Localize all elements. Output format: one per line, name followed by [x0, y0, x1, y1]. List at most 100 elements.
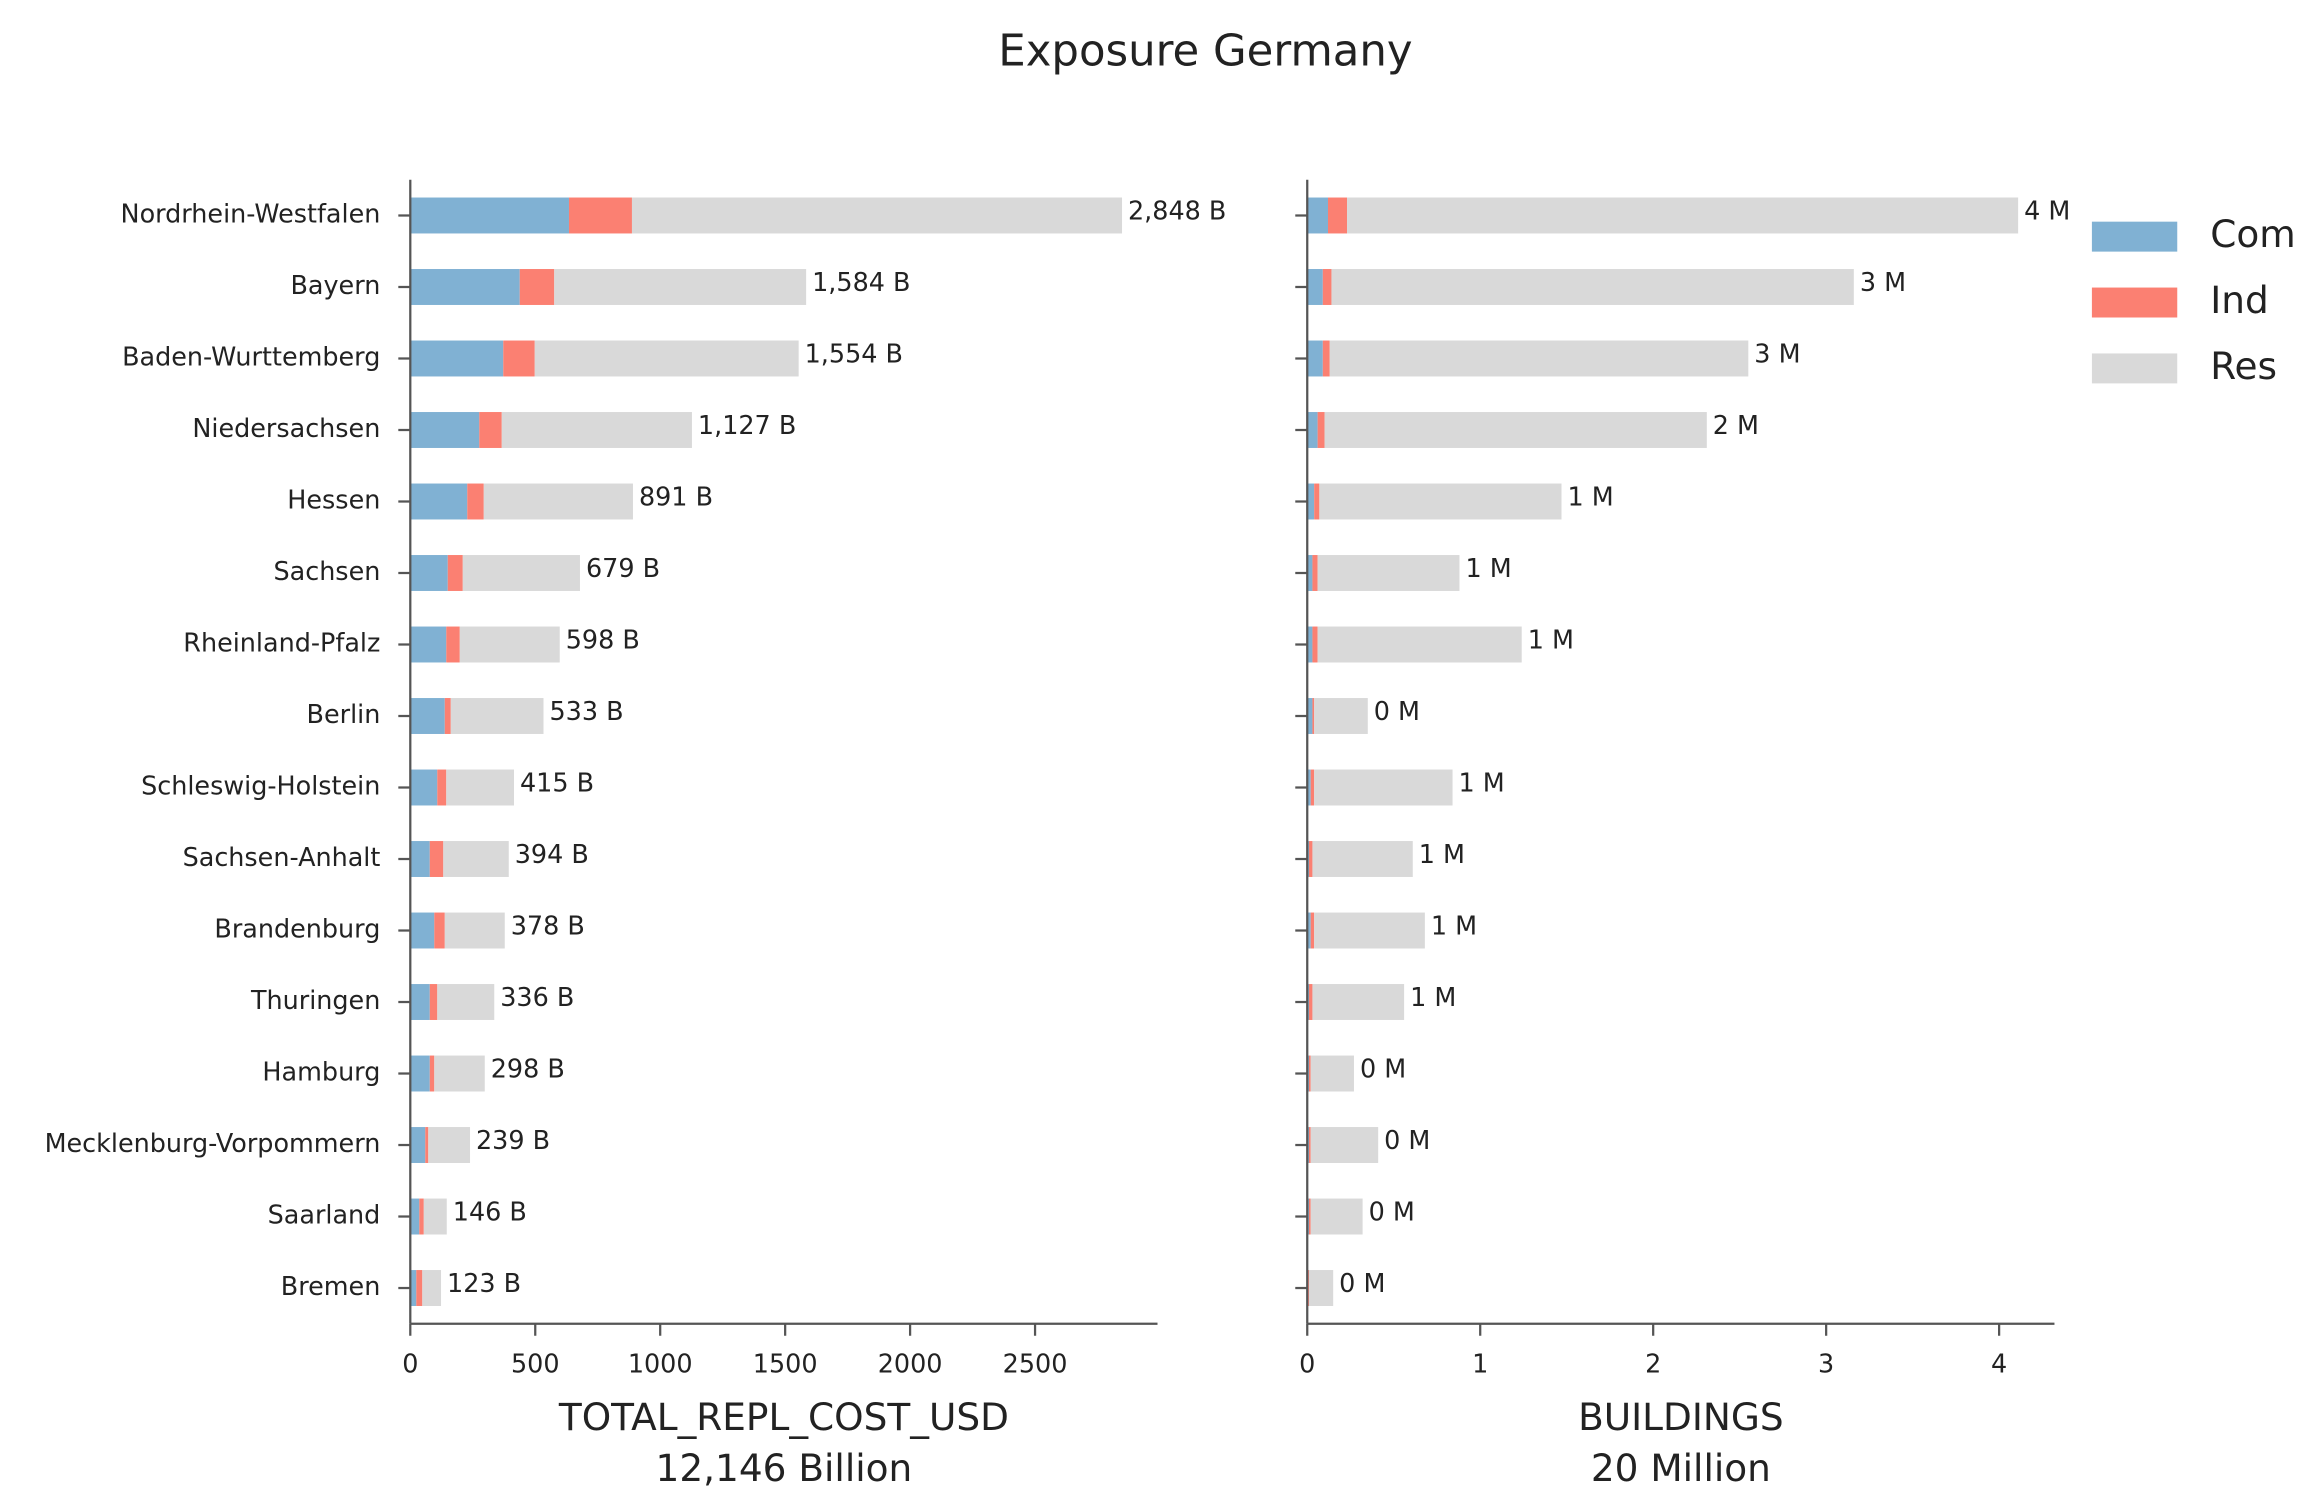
- bar-segment: [1307, 269, 1323, 305]
- bar-segment: [554, 269, 807, 305]
- bar-segment: [429, 1055, 435, 1092]
- bar-segment: [462, 555, 580, 591]
- bar-segment: [1310, 912, 1315, 949]
- y-tick-label: Bremen: [281, 1272, 381, 1302]
- bar-segment: [1308, 1055, 1311, 1092]
- bar-segment: [410, 1127, 426, 1163]
- bar-segment: [503, 340, 535, 377]
- bar-segment: [483, 483, 633, 520]
- value-label: 0 M: [1369, 1198, 1415, 1228]
- bar-segment: [416, 1270, 423, 1306]
- bar-segment: [1308, 1198, 1311, 1235]
- bar-segment: [1308, 841, 1313, 877]
- bar-segment: [410, 984, 430, 1020]
- bar-segment: [1312, 984, 1405, 1020]
- y-tick-label: Sachsen: [273, 557, 380, 587]
- value-label: 415 B: [520, 769, 594, 799]
- value-label: 1 M: [1465, 554, 1511, 584]
- bar-segment: [1307, 769, 1311, 806]
- bar-segment: [1307, 412, 1318, 448]
- y-tick-label: Bayern: [290, 271, 380, 301]
- y-tick-label: Saarland: [268, 1201, 381, 1231]
- bar-segment: [1308, 984, 1313, 1020]
- bar-segment: [631, 197, 1123, 234]
- legend-swatch: [2091, 287, 2178, 318]
- y-tick-label: Brandenburg: [214, 915, 380, 945]
- value-label: 533 B: [549, 697, 623, 727]
- x-axis-subtitle: 12,146 Billion: [656, 1446, 913, 1490]
- bar-segment: [444, 912, 505, 949]
- legend-label: Ind: [2210, 278, 2269, 322]
- bar-segment: [419, 1198, 424, 1235]
- bar-segment: [443, 841, 509, 877]
- value-label: 0 M: [1384, 1126, 1430, 1156]
- bar-segment: [437, 984, 495, 1020]
- value-label: 2,848 B: [1128, 196, 1226, 226]
- value-label: 1 M: [1528, 626, 1574, 656]
- value-label: 891 B: [639, 483, 713, 513]
- value-label: 1 M: [1410, 983, 1456, 1013]
- value-label: 1 M: [1431, 912, 1477, 942]
- x-tick-label: 4: [1991, 1350, 2007, 1380]
- x-tick-label: 0: [1299, 1350, 1315, 1380]
- legend-label: Com: [2210, 212, 2295, 256]
- y-tick-label: Thuringen: [250, 986, 380, 1016]
- bar-segment: [1314, 698, 1368, 734]
- x-tick-label: 2500: [1003, 1350, 1068, 1380]
- bar-segment: [410, 912, 435, 949]
- x-tick-label: 1: [1472, 1350, 1488, 1380]
- x-tick-label: 0: [402, 1350, 418, 1380]
- y-tick-label: Nordrhein-Westfalen: [121, 199, 381, 229]
- bar-segment: [1310, 1055, 1354, 1092]
- value-label: 1,584 B: [812, 268, 910, 298]
- bar-segment: [1308, 1270, 1334, 1306]
- value-label: 0 M: [1360, 1055, 1406, 1085]
- bar-segment: [1347, 197, 2019, 234]
- bar-segment: [1314, 912, 1425, 949]
- bar-segment: [1331, 269, 1854, 305]
- x-axis-title: BUILDINGS: [1578, 1395, 1784, 1439]
- bar-segment: [501, 412, 692, 448]
- value-label: 3 M: [1860, 268, 1906, 298]
- x-tick-label: 1500: [753, 1350, 818, 1380]
- bar-segment: [1317, 626, 1522, 663]
- bar-segment: [1307, 340, 1323, 377]
- x-tick-label: 2: [1645, 1350, 1661, 1380]
- bar-segment: [467, 483, 484, 520]
- bar-segment: [519, 269, 555, 305]
- bar-segment: [479, 412, 502, 448]
- bar-segment: [446, 769, 515, 806]
- bar-segment: [534, 340, 799, 377]
- y-tick-label: Hessen: [287, 485, 380, 515]
- bar-segment: [429, 841, 444, 877]
- bar-segment: [1328, 197, 1348, 234]
- legend-swatch: [2091, 221, 2178, 252]
- bar-segment: [423, 1198, 447, 1235]
- bar-segment: [428, 1127, 471, 1163]
- bar-segment: [447, 555, 463, 591]
- value-label: 123 B: [447, 1269, 521, 1299]
- bar-segment: [422, 1270, 442, 1306]
- value-label: 0 M: [1374, 697, 1420, 727]
- bar-segment: [410, 1270, 417, 1306]
- bar-segment: [410, 483, 468, 520]
- bar-segment: [410, 841, 430, 877]
- bar-segment: [1307, 626, 1313, 663]
- legend-label: Res: [2210, 344, 2277, 388]
- bar-segment: [450, 698, 544, 734]
- bar-segment: [1310, 1198, 1363, 1235]
- value-label: 2 M: [1713, 411, 1759, 441]
- value-label: 1,127 B: [698, 411, 796, 441]
- x-axis-subtitle: 20 Million: [1591, 1446, 1771, 1490]
- bar-segment: [410, 269, 520, 305]
- y-tick-label: Hamburg: [262, 1058, 380, 1088]
- y-tick-label: Sachsen-Anhalt: [183, 843, 381, 873]
- bar-segment: [410, 412, 480, 448]
- value-label: 239 B: [476, 1126, 550, 1156]
- bar-segment: [410, 698, 445, 734]
- bar-segment: [568, 197, 632, 234]
- value-label: 1 M: [1459, 769, 1505, 799]
- bar-segment: [1324, 412, 1707, 448]
- bar-segment: [434, 1055, 485, 1092]
